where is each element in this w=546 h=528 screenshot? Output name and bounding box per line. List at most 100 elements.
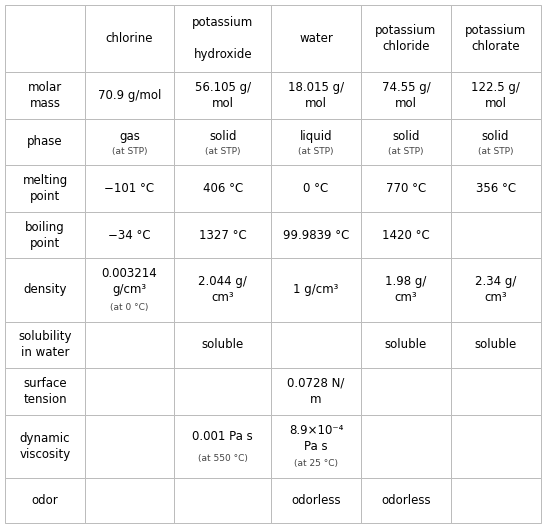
Bar <box>5 165 85 212</box>
Bar <box>271 414 361 478</box>
Bar <box>5 212 85 258</box>
Bar <box>174 478 271 523</box>
Bar <box>271 258 361 322</box>
Bar <box>271 212 361 258</box>
Bar <box>451 72 541 119</box>
Text: 0.003214
g/cm³: 0.003214 g/cm³ <box>102 267 157 296</box>
Bar <box>5 478 85 523</box>
Text: soluble: soluble <box>474 338 517 351</box>
Text: soluble: soluble <box>201 338 244 351</box>
Bar <box>451 368 541 414</box>
Text: gas: gas <box>119 130 140 143</box>
Bar <box>451 322 541 368</box>
Bar <box>5 322 85 368</box>
Text: (at STP): (at STP) <box>112 147 147 156</box>
Bar <box>85 322 174 368</box>
Text: solid: solid <box>482 130 509 143</box>
Text: potassium

hydroxide: potassium hydroxide <box>192 16 253 61</box>
Text: potassium
chloride: potassium chloride <box>375 24 436 53</box>
Bar <box>361 258 451 322</box>
Bar <box>174 212 271 258</box>
Bar <box>271 5 361 72</box>
Text: −101 °C: −101 °C <box>104 182 155 195</box>
Bar <box>271 119 361 165</box>
Bar <box>174 5 271 72</box>
Bar <box>85 212 174 258</box>
Text: (at 0 °C): (at 0 °C) <box>110 303 149 312</box>
Text: water: water <box>299 32 333 45</box>
Bar <box>361 414 451 478</box>
Bar <box>85 119 174 165</box>
Text: (at 550 °C): (at 550 °C) <box>198 454 248 464</box>
Bar <box>271 72 361 119</box>
Text: 2.34 g/
cm³: 2.34 g/ cm³ <box>475 276 517 305</box>
Text: phase: phase <box>27 136 63 148</box>
Bar <box>5 368 85 414</box>
Bar <box>174 322 271 368</box>
Bar <box>85 368 174 414</box>
Bar <box>174 368 271 414</box>
Text: 0.0728 N/
m: 0.0728 N/ m <box>287 377 345 406</box>
Bar <box>85 72 174 119</box>
Bar <box>451 5 541 72</box>
Text: (at STP): (at STP) <box>478 147 513 156</box>
Text: potassium
chlorate: potassium chlorate <box>465 24 526 53</box>
Bar <box>451 258 541 322</box>
Text: (at STP): (at STP) <box>205 147 241 156</box>
Text: 8.9×10⁻⁴: 8.9×10⁻⁴ <box>289 424 343 437</box>
Bar <box>451 165 541 212</box>
Text: Pa s: Pa s <box>304 440 328 452</box>
Text: odor: odor <box>32 494 58 507</box>
Bar <box>361 478 451 523</box>
Text: 70.9 g/mol: 70.9 g/mol <box>98 89 161 102</box>
Text: melting
point: melting point <box>22 174 68 203</box>
Bar <box>361 212 451 258</box>
Text: boiling
point: boiling point <box>25 221 65 250</box>
Bar <box>85 414 174 478</box>
Text: 770 °C: 770 °C <box>386 182 426 195</box>
Text: 0.001 Pa s: 0.001 Pa s <box>192 430 253 443</box>
Bar <box>361 119 451 165</box>
Text: 74.55 g/
mol: 74.55 g/ mol <box>382 81 430 110</box>
Text: 99.9839 °C: 99.9839 °C <box>283 229 349 242</box>
Bar <box>174 258 271 322</box>
Bar <box>271 165 361 212</box>
Bar <box>5 258 85 322</box>
Text: 122.5 g/
mol: 122.5 g/ mol <box>471 81 520 110</box>
Text: 356 °C: 356 °C <box>476 182 516 195</box>
Text: dynamic
viscosity: dynamic viscosity <box>20 432 70 461</box>
Bar <box>174 165 271 212</box>
Bar <box>361 72 451 119</box>
Bar <box>5 5 85 72</box>
Text: 1.98 g/
cm³: 1.98 g/ cm³ <box>385 276 426 305</box>
Bar <box>271 368 361 414</box>
Bar <box>361 368 451 414</box>
Text: 56.105 g/
mol: 56.105 g/ mol <box>195 81 251 110</box>
Text: odorless: odorless <box>381 494 431 507</box>
Text: 1327 °C: 1327 °C <box>199 229 247 242</box>
Text: 1420 °C: 1420 °C <box>382 229 430 242</box>
Text: 406 °C: 406 °C <box>203 182 243 195</box>
Text: −34 °C: −34 °C <box>108 229 151 242</box>
Text: density: density <box>23 284 67 296</box>
Text: molar
mass: molar mass <box>28 81 62 110</box>
Bar <box>361 5 451 72</box>
Bar <box>174 119 271 165</box>
Bar <box>85 5 174 72</box>
Bar <box>451 478 541 523</box>
Text: solubility
in water: solubility in water <box>19 331 72 359</box>
Text: chlorine: chlorine <box>106 32 153 45</box>
Text: 2.044 g/
cm³: 2.044 g/ cm³ <box>198 276 247 305</box>
Bar <box>174 414 271 478</box>
Text: (at STP): (at STP) <box>388 147 424 156</box>
Text: liquid: liquid <box>300 130 333 143</box>
Bar <box>5 72 85 119</box>
Bar <box>271 478 361 523</box>
Bar <box>85 165 174 212</box>
Bar <box>361 165 451 212</box>
Bar <box>85 478 174 523</box>
Text: solid: solid <box>209 130 236 143</box>
Bar <box>451 414 541 478</box>
Text: 1 g/cm³: 1 g/cm³ <box>293 284 339 296</box>
Bar <box>5 414 85 478</box>
